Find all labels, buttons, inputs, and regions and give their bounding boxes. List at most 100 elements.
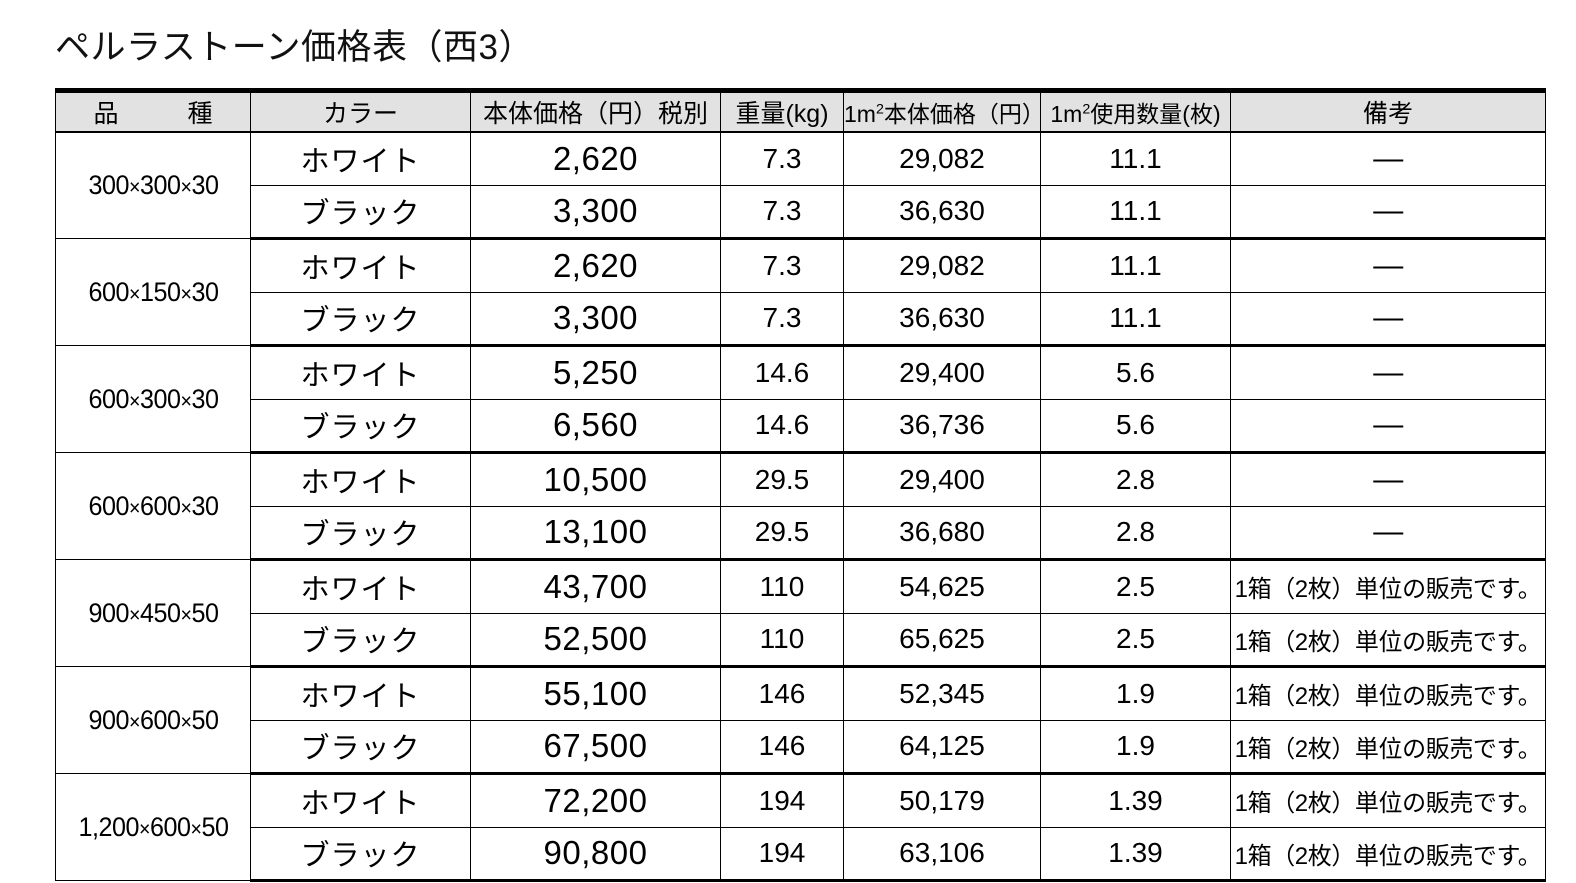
column-header-weight: 重量(kg) — [720, 88, 844, 133]
table-row: ブラック 67,500 146 64,125 1.9 1箱（2枚）単位の販売です。 — [56, 720, 1546, 775]
cell-sqm-qty: 2.8 — [1040, 452, 1231, 507]
cell-remark: — — [1230, 132, 1546, 186]
cell-price: 6,560 — [470, 399, 721, 454]
table-row: 900×450×50 ホワイト 43,700 110 54,625 2.5 1箱（2枚）単位… — [56, 559, 1546, 667]
cell-color: ホワイト — [250, 132, 471, 186]
cell-color: ホワイト — [250, 773, 471, 828]
cell-weight: 7.3 — [720, 185, 844, 240]
cell-sqm-price: 36,680 — [843, 506, 1041, 561]
cell-weight: 14.6 — [720, 399, 844, 454]
cell-kind: 600×300×30 — [61, 345, 245, 453]
cell-sqm-qty: 11.1 — [1040, 238, 1231, 293]
sqm-price-superscript: 2 — [875, 101, 884, 118]
table-row: 600×150×30 ホワイト 2,620 7.3 29,082 11.1— — [56, 238, 1546, 346]
cell-remark: 1箱（2枚）単位の販売です。 — [1230, 827, 1546, 882]
cell-kind: 600×600×30 — [61, 452, 245, 560]
cell-sqm-qty: 5.6 — [1040, 345, 1231, 400]
cell-price: 72,200 — [470, 773, 721, 828]
column-header-kind: 品 種 — [55, 88, 251, 133]
cell-price: 3,300 — [470, 185, 721, 240]
cell-remark: — — [1230, 185, 1546, 240]
table-body: 300×300×30 ホワイト 2,620 7.3 29,082 11.1— ブラック 3,3… — [56, 132, 1546, 882]
sqm-qty-superscript: 2 — [1082, 101, 1091, 118]
cell-sqm-price: 29,082 — [843, 238, 1041, 293]
cell-price: 55,100 — [470, 666, 721, 721]
cell-remark: — — [1230, 399, 1546, 454]
cell-color: ブラック — [250, 292, 471, 347]
table-row: 900×600×50 ホワイト 55,100 146 52,345 1.9 1箱（2枚）単位… — [56, 666, 1546, 774]
cell-remark: — — [1230, 345, 1546, 400]
table-row: 600×600×30 ホワイト 10,500 29.5 29,400 2.8— — [56, 452, 1546, 560]
cell-price: 2,620 — [470, 238, 721, 293]
header-row: 品 種 カラー 本体価格（円）税別 重量(kg) 1m2本体価格（円） 1m2使… — [55, 88, 1546, 133]
cell-color: ホワイト — [250, 345, 471, 400]
cell-weight: 146 — [720, 720, 844, 775]
cell-kind: 900×600×50 — [61, 666, 245, 774]
cell-weight: 7.3 — [720, 292, 844, 347]
column-header-unit-price: 本体価格（円）税別 — [470, 88, 721, 133]
column-header-color: カラー — [250, 88, 471, 133]
cell-sqm-qty: 2.5 — [1040, 613, 1231, 668]
cell-remark: 1箱（2枚）単位の販売です。 — [1230, 559, 1546, 614]
cell-sqm-price: 63,106 — [843, 827, 1041, 882]
cell-kind: 900×450×50 — [61, 559, 245, 667]
cell-weight: 14.6 — [720, 345, 844, 400]
table-row: 300×300×30 ホワイト 2,620 7.3 29,082 11.1— — [56, 132, 1546, 239]
cell-kind: 300×300×30 — [61, 132, 245, 239]
cell-sqm-qty: 1.9 — [1040, 720, 1231, 775]
cell-color: ホワイト — [250, 666, 471, 721]
cell-kind: 600×150×30 — [61, 238, 245, 346]
cell-color: ブラック — [250, 506, 471, 561]
cell-sqm-price: 36,736 — [843, 399, 1041, 454]
cell-remark: 1箱（2枚）単位の販売です。 — [1230, 613, 1546, 668]
cell-weight: 110 — [720, 559, 844, 614]
cell-sqm-qty: 11.1 — [1040, 132, 1231, 186]
column-header-remark: 備考 — [1230, 88, 1546, 133]
price-table: 品 種 カラー 本体価格（円）税別 重量(kg) 1m2本体価格（円） 1m2使… — [55, 88, 1546, 882]
table-row: ブラック 52,500 110 65,625 2.5 1箱（2枚）単位の販売です。 — [56, 613, 1546, 668]
cell-sqm-price: 29,400 — [843, 345, 1041, 400]
cell-sqm-qty: 5.6 — [1040, 399, 1231, 454]
cell-weight: 146 — [720, 666, 844, 721]
cell-price: 52,500 — [470, 613, 721, 668]
cell-sqm-qty: 1.9 — [1040, 666, 1231, 721]
cell-weight: 7.3 — [720, 132, 844, 186]
cell-weight: 29.5 — [720, 506, 844, 561]
cell-price: 2,620 — [470, 132, 721, 186]
sqm-qty-suffix: 使用数量(枚) — [1090, 101, 1221, 127]
column-header-sqm-qty: 1m2使用数量(枚) — [1040, 88, 1231, 133]
cell-color: ブラック — [250, 399, 471, 454]
cell-color: ホワイト — [250, 238, 471, 293]
column-header-sqm-price: 1m2本体価格（円） — [843, 88, 1045, 133]
cell-color: ホワイト — [250, 452, 471, 507]
cell-color: ブラック — [250, 827, 471, 882]
cell-kind: 1,200×600×50 — [61, 773, 245, 881]
cell-sqm-qty: 11.1 — [1040, 185, 1231, 240]
cell-sqm-price: 29,082 — [843, 132, 1041, 186]
cell-color: ブラック — [250, 720, 471, 775]
cell-sqm-price: 52,345 — [843, 666, 1041, 721]
cell-remark: — — [1230, 238, 1546, 293]
cell-remark: 1箱（2枚）単位の販売です。 — [1230, 666, 1546, 721]
cell-price: 90,800 — [470, 827, 721, 882]
table-row: ブラック 3,300 7.3 36,630 11.1— — [56, 185, 1546, 240]
sqm-price-prefix: 1m — [844, 101, 876, 127]
cell-sqm-qty: 2.5 — [1040, 559, 1231, 614]
cell-remark: — — [1230, 452, 1546, 507]
table-row: ブラック 3,300 7.3 36,630 11.1— — [56, 292, 1546, 347]
table-row: ブラック 6,560 14.6 36,736 5.6— — [56, 399, 1546, 454]
table-row: 1,200×600×50 ホワイト 72,200 194 50,179 1.39 1箱（2枚… — [56, 773, 1546, 881]
cell-price: 5,250 — [470, 345, 721, 400]
cell-remark: — — [1230, 292, 1546, 347]
page-title: ペルラストーン価格表（西3） — [55, 28, 535, 67]
cell-weight: 194 — [720, 827, 844, 882]
cell-price: 13,100 — [470, 506, 721, 561]
cell-sqm-price: 50,179 — [843, 773, 1041, 828]
cell-color: ホワイト — [250, 559, 471, 614]
cell-sqm-price: 29,400 — [843, 452, 1041, 507]
cell-sqm-qty: 11.1 — [1040, 292, 1231, 347]
cell-weight: 29.5 — [720, 452, 844, 507]
cell-price: 10,500 — [470, 452, 721, 507]
cell-remark: 1箱（2枚）単位の販売です。 — [1230, 773, 1546, 828]
sqm-price-suffix: 本体価格（円） — [883, 101, 1045, 127]
